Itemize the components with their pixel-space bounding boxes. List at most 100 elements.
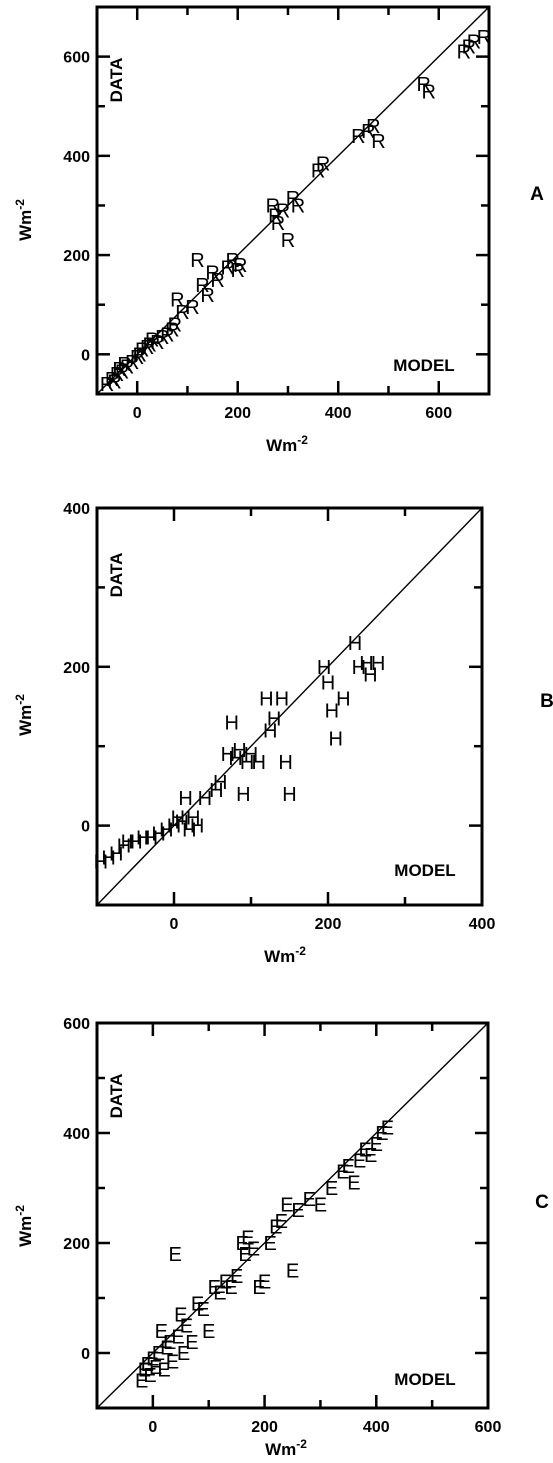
plot-frame — [95, 5, 491, 396]
data-point-R: R — [105, 369, 119, 391]
y-tick-label: 200 — [63, 660, 90, 677]
x-axis-label-exp: -2 — [295, 944, 306, 958]
data-point-R: R — [107, 372, 121, 394]
data-point-R: R — [135, 339, 149, 361]
data-point-R: R — [457, 42, 471, 64]
data-point-E: E — [230, 1266, 243, 1288]
data-point-E: E — [155, 1321, 168, 1343]
data-point-E: E — [219, 1272, 232, 1294]
data-point-E: E — [185, 1332, 198, 1354]
data-point-R: R — [311, 161, 325, 183]
data-point-E: E — [358, 1140, 371, 1162]
data-point-H: H — [259, 689, 273, 711]
data-point-R: R — [233, 255, 247, 277]
x-tick-label: 0 — [133, 405, 142, 422]
x-tick-label: 600 — [475, 1419, 502, 1436]
panel-label-a: A — [530, 184, 544, 205]
data-point-E: E — [202, 1321, 215, 1343]
data-point-E: E — [149, 1357, 162, 1379]
y-axis-label-exp: -2 — [13, 694, 27, 705]
data-point-R: R — [291, 195, 305, 217]
y-tick-label: 200 — [63, 248, 90, 265]
plot-frame — [95, 1021, 490, 1410]
data-point-R: R — [225, 250, 239, 272]
x-axis-label: Wm-2 — [264, 944, 306, 966]
x-axis-label: Wm-2 — [265, 1437, 307, 1459]
data-point-R: R — [200, 285, 214, 307]
data-point-H: H — [236, 784, 250, 806]
data-point-R: R — [205, 262, 219, 284]
axis-ticks: 0 200 400 600 0 200 400 600 — [63, 1016, 501, 1436]
data-point-H: H — [109, 843, 123, 865]
data-point-R: R — [145, 329, 159, 351]
data-point-E: E — [157, 1360, 170, 1382]
data-corner-label: DATA — [107, 1074, 126, 1119]
data-point-R: R — [416, 74, 430, 96]
data-point-E: E — [381, 1118, 394, 1140]
data-point-R: R — [112, 359, 126, 381]
data-point-E: E — [174, 1305, 187, 1327]
data-point-E: E — [213, 1283, 226, 1305]
data-point-E: E — [342, 1156, 355, 1178]
data-point-E: E — [177, 1343, 190, 1365]
data-point-H: H — [325, 700, 339, 722]
data-point-R: R — [230, 260, 244, 282]
y-axis-label-exp: -2 — [13, 1205, 27, 1216]
data-point-R: R — [210, 270, 224, 292]
identity-line — [96, 1022, 489, 1409]
data-point-E: E — [252, 1277, 265, 1299]
data-point-R: R — [316, 153, 330, 175]
data-point-H: H — [282, 784, 296, 806]
data-point-R: R — [165, 320, 179, 342]
data-point-H: H — [159, 820, 173, 842]
x-tick-label: 400 — [325, 405, 352, 422]
data-point-R: R — [268, 205, 282, 227]
data-point-E: E — [291, 1200, 304, 1222]
data-point-R: R — [125, 352, 139, 374]
data-point-E: E — [166, 1351, 179, 1373]
data-point-E: E — [169, 1244, 182, 1266]
y-axis-label-exp: -2 — [13, 199, 27, 210]
data-point-H: H — [352, 657, 366, 679]
data-point-R: R — [190, 250, 204, 272]
model-corner-label: MODEL — [393, 356, 454, 375]
x-axis-label-exp: -2 — [296, 1437, 307, 1451]
data-point-E: E — [269, 1217, 282, 1239]
data-point-H: H — [144, 828, 158, 850]
data-point-H: H — [117, 835, 131, 857]
data-point-R: R — [361, 121, 375, 143]
data-point-R: R — [220, 257, 234, 279]
data-corner-label: DATA — [107, 58, 126, 103]
data-point-R: R — [117, 354, 131, 376]
data-point-R: R — [170, 290, 184, 312]
y-axis-label: Wm-2 — [13, 199, 35, 241]
data-point-H: H — [263, 720, 277, 742]
data-point-R: R — [286, 188, 300, 210]
data-corner-label: DATA — [107, 553, 126, 598]
data-point-H: H — [178, 788, 192, 810]
data-point-E: E — [263, 1233, 276, 1255]
y-tick-label: 0 — [81, 819, 90, 836]
y-axis-label-base: Wm — [16, 1216, 35, 1247]
y-axis-label: Wm-2 — [13, 1205, 35, 1247]
data-point-H: H — [336, 689, 350, 711]
y-tick-label: 0 — [81, 347, 90, 364]
x-tick-label: 200 — [315, 916, 342, 933]
data-point-R: R — [115, 362, 129, 384]
data-point-E: E — [247, 1239, 260, 1261]
data-point-R: R — [371, 131, 385, 153]
data-point-H: H — [348, 633, 362, 655]
y-tick-label: 600 — [63, 50, 90, 67]
data-point-E: E — [347, 1173, 360, 1195]
data-point-H: H — [198, 788, 212, 810]
y-tick-label: 400 — [63, 149, 90, 166]
data-point-R: R — [132, 344, 146, 366]
x-tick-label: 0 — [170, 916, 179, 933]
data-point-R: R — [351, 126, 365, 148]
x-axis-label-exp: -2 — [297, 433, 308, 447]
data-point-H: H — [225, 712, 239, 734]
data-point-H: H — [151, 824, 165, 846]
data-point-E: E — [143, 1365, 156, 1387]
